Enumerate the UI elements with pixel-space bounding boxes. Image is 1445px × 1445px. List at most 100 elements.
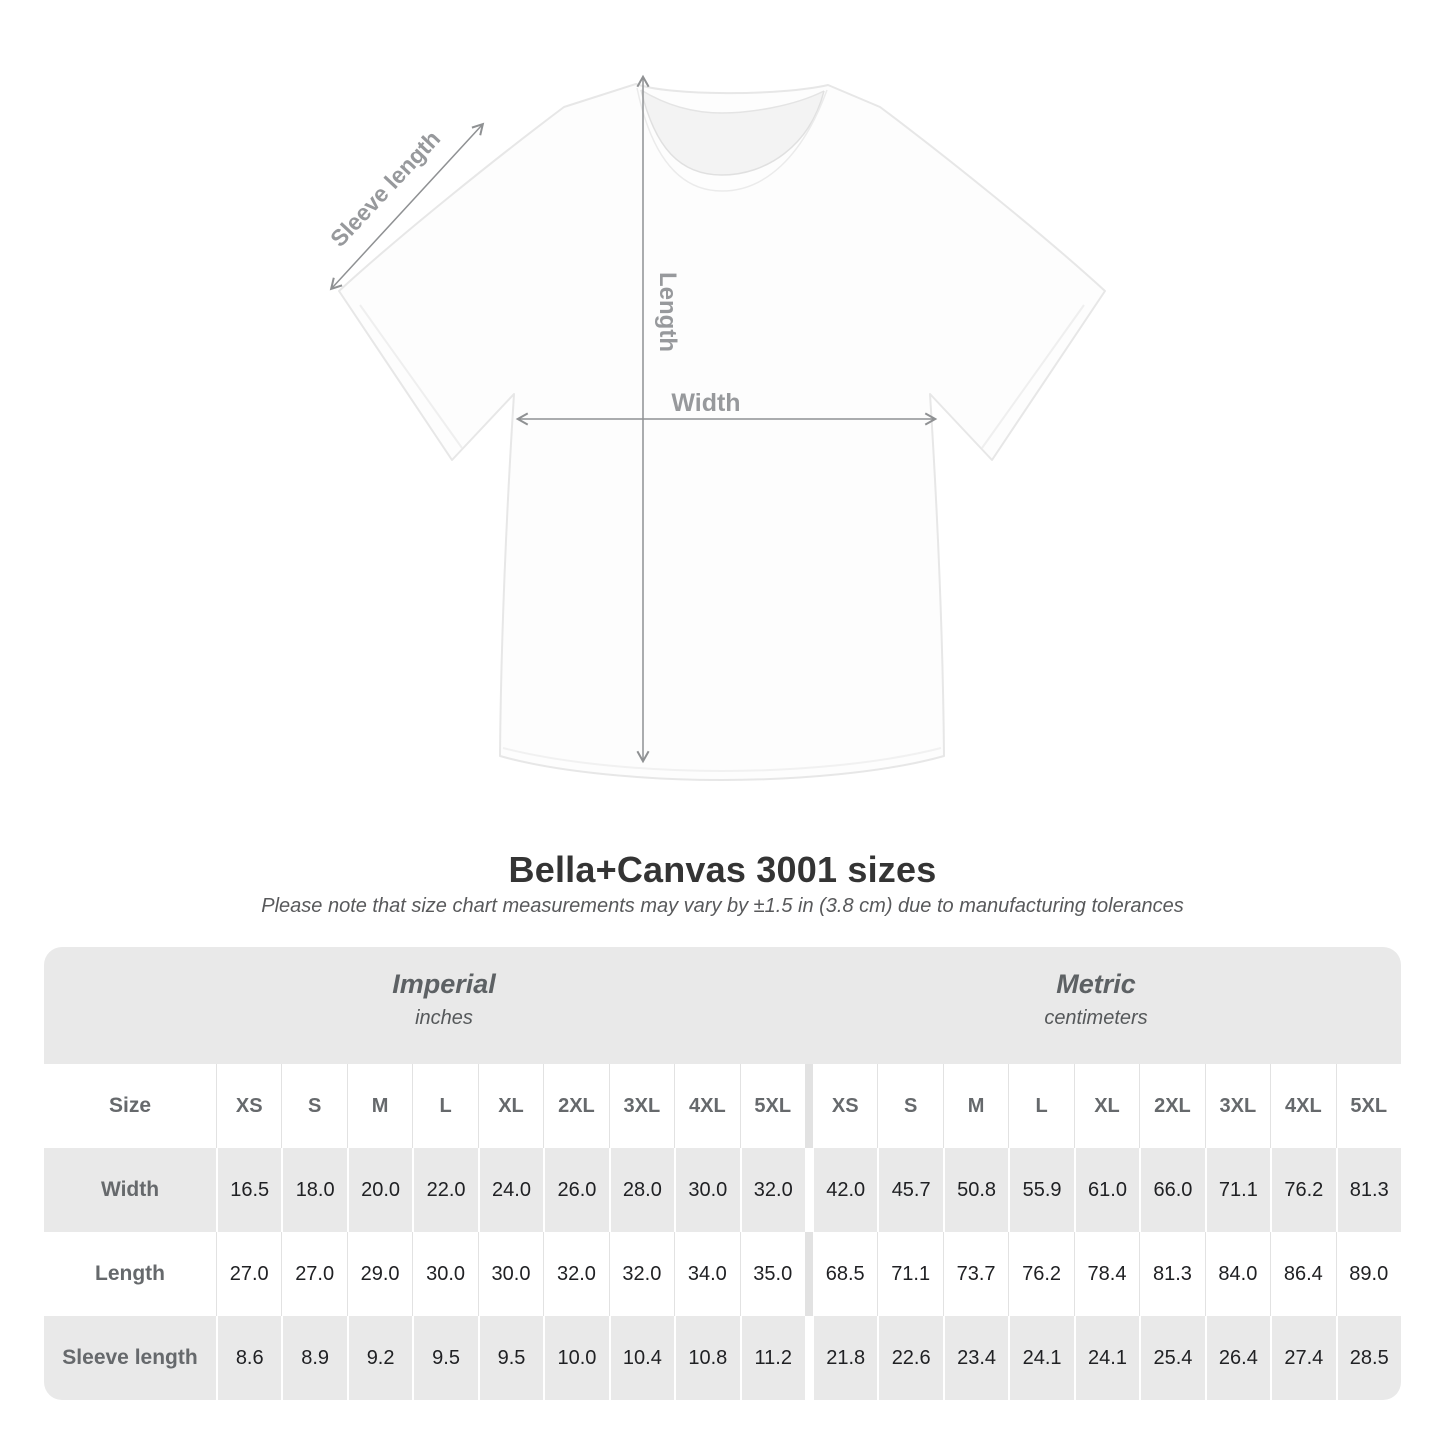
table-row: Size XS S M L XL 2XL 3XL 4XL 5XL XS S M L XL 2XL 3XL 4XL 5… — [44, 1064, 1401, 1148]
value-cell: 71.1 — [1204, 1148, 1270, 1232]
size-column-header: 4XL — [1270, 1064, 1335, 1148]
value-cell: 27.0 — [281, 1232, 346, 1316]
section-gap — [804, 1148, 812, 1232]
value-cell: 25.4 — [1139, 1316, 1204, 1400]
value-cell: 9.5 — [412, 1316, 477, 1400]
section-gap — [804, 1232, 812, 1316]
value-cell: 35.0 — [739, 1232, 805, 1316]
value-cell: 23.4 — [942, 1316, 1008, 1400]
value-cell: 73.7 — [942, 1232, 1008, 1316]
value-cell: 45.7 — [877, 1148, 942, 1232]
row-label: Width — [100, 1178, 160, 1201]
value-cell: 21.8 — [811, 1316, 877, 1400]
value-cell: 68.5 — [811, 1232, 877, 1316]
value-cell: 81.3 — [1139, 1232, 1204, 1316]
length-label: Length — [654, 272, 681, 352]
value-cell: 86.4 — [1270, 1232, 1335, 1316]
value-cell: 30.0 — [412, 1232, 477, 1316]
value-cell: 66.0 — [1139, 1148, 1204, 1232]
value-cell: 22.6 — [877, 1316, 942, 1400]
page-subtitle: Please note that size chart measurements… — [261, 895, 1184, 917]
sleeve-length-arrow — [329, 122, 485, 291]
value-cell: 8.9 — [281, 1316, 346, 1400]
section-unit: centimeters — [1044, 1007, 1148, 1029]
value-cell: 32.0 — [739, 1148, 805, 1232]
value-cell: 32.0 — [608, 1232, 674, 1316]
value-cell: 27.4 — [1270, 1316, 1335, 1400]
size-table: Imperial inches Metric centimeters Size X… — [44, 947, 1401, 1400]
section-imperial: Imperial inches — [44, 969, 844, 1030]
size-column-header: 4XL — [674, 1064, 739, 1148]
value-cell: 71.1 — [877, 1232, 942, 1316]
value-cell: 29.0 — [346, 1232, 412, 1316]
row-label: Size — [108, 1094, 152, 1117]
value-cell: 20.0 — [346, 1148, 412, 1232]
size-column-header: M — [942, 1064, 1008, 1148]
value-cell: 10.4 — [608, 1316, 674, 1400]
value-cell: 55.9 — [1008, 1148, 1073, 1232]
value-cell: 50.8 — [942, 1148, 1008, 1232]
value-cell: 28.5 — [1335, 1316, 1401, 1400]
table-row: Width 16.5 18.0 20.0 22.0 24.0 26.0 28.0 30.0 32.… — [44, 1148, 1401, 1232]
section-title: Metric — [1056, 969, 1136, 999]
size-column-header: S — [877, 1064, 942, 1148]
size-column-header: L — [1008, 1064, 1073, 1148]
table-rows: Size XS S M L XL 2XL 3XL 4XL 5XL XS S M L XL 2XL 3XL 4XL 5… — [44, 1064, 1401, 1400]
value-cell: 26.4 — [1204, 1316, 1270, 1400]
value-cell: 26.0 — [543, 1148, 608, 1232]
value-cell: 27.0 — [216, 1232, 281, 1316]
value-cell: 16.5 — [216, 1148, 281, 1232]
section-title: Imperial — [392, 969, 496, 999]
value-cell: 81.3 — [1335, 1148, 1401, 1232]
table-row: Length 27.0 27.0 29.0 30.0 30.0 32.0 32.0 34.0 35… — [44, 1232, 1401, 1316]
value-cell: 34.0 — [674, 1232, 739, 1316]
section-metric: Metric centimeters — [804, 969, 1388, 1030]
value-cell: 32.0 — [543, 1232, 608, 1316]
size-column-header: XL — [477, 1064, 543, 1148]
table-row: Sleeve length 8.6 8.9 9.2 9.5 9.5 10.0 10.4 10.8… — [44, 1316, 1401, 1400]
size-column-header: 2XL — [543, 1064, 608, 1148]
section-gap — [804, 1064, 812, 1148]
value-cell: 11.2 — [739, 1316, 805, 1400]
value-cell: 24.1 — [1073, 1316, 1139, 1400]
width-label: Width — [671, 389, 740, 417]
section-unit: inches — [415, 1007, 473, 1029]
value-cell: 76.2 — [1008, 1232, 1073, 1316]
size-column-header: XL — [1073, 1064, 1139, 1148]
value-cell: 18.0 — [281, 1148, 346, 1232]
value-cell: 89.0 — [1335, 1232, 1401, 1316]
section-gap — [804, 1316, 812, 1400]
value-cell: 8.6 — [216, 1316, 281, 1400]
value-cell: 22.0 — [412, 1148, 477, 1232]
value-cell: 9.5 — [477, 1316, 543, 1400]
size-column-header: XS — [216, 1064, 281, 1148]
size-column-header: 5XL — [1335, 1064, 1401, 1148]
size-column-header: 3XL — [608, 1064, 674, 1148]
value-cell: 9.2 — [346, 1316, 412, 1400]
size-column-header: 3XL — [1204, 1064, 1270, 1148]
size-column-header: L — [412, 1064, 477, 1148]
value-cell: 61.0 — [1073, 1148, 1139, 1232]
table-header-band: Imperial inches Metric centimeters — [44, 947, 1401, 1064]
page-title: Bella+Canvas 3001 sizes — [508, 849, 937, 890]
value-cell: 84.0 — [1204, 1232, 1270, 1316]
value-cell: 42.0 — [811, 1148, 877, 1232]
value-cell: 10.8 — [674, 1316, 739, 1400]
size-column-header: XS — [811, 1064, 877, 1148]
size-column-header: S — [281, 1064, 346, 1148]
size-column-header: M — [346, 1064, 412, 1148]
size-column-header: 5XL — [739, 1064, 805, 1148]
value-cell: 30.0 — [477, 1232, 543, 1316]
size-column-header: 2XL — [1139, 1064, 1204, 1148]
row-label: Sleeve length — [62, 1346, 198, 1369]
value-cell: 30.0 — [674, 1148, 739, 1232]
tshirt-diagram: Sleeve length Length Width — [325, 74, 1106, 781]
value-cell: 78.4 — [1073, 1232, 1139, 1316]
tshirt-image — [338, 83, 1106, 781]
value-cell: 24.1 — [1008, 1316, 1073, 1400]
collar-opening — [641, 90, 824, 175]
value-cell: 24.0 — [477, 1148, 543, 1232]
value-cell: 28.0 — [608, 1148, 674, 1232]
row-label: Length — [95, 1262, 165, 1285]
